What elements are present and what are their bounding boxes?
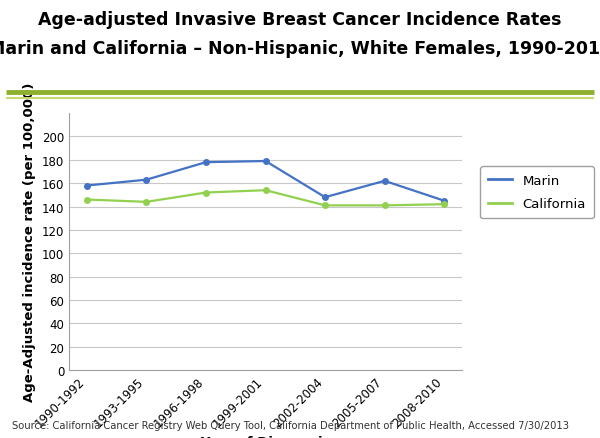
- Y-axis label: Age-Adjusted incidence rate (per 100,000): Age-Adjusted incidence rate (per 100,000…: [23, 83, 36, 401]
- Marin: [262, 159, 269, 164]
- Marin: [440, 198, 448, 204]
- Marin: [143, 178, 150, 183]
- California: [381, 203, 388, 208]
- California: [143, 200, 150, 205]
- California: [322, 203, 329, 208]
- Text: Source: California Cancer Registry Web Query Tool, California Department of Publ: Source: California Cancer Registry Web Q…: [12, 420, 569, 430]
- California: [440, 202, 448, 207]
- Text: Marin and California – Non-Hispanic, White Females, 1990-2010: Marin and California – Non-Hispanic, Whi…: [0, 39, 600, 57]
- Marin: [381, 179, 388, 184]
- Legend: Marin, California: Marin, California: [481, 166, 594, 219]
- California: [83, 198, 91, 203]
- Marin: [83, 184, 91, 189]
- California: [262, 188, 269, 194]
- Text: Age-adjusted Invasive Breast Cancer Incidence Rates: Age-adjusted Invasive Breast Cancer Inci…: [38, 11, 562, 29]
- Line: California: California: [84, 188, 447, 208]
- California: [202, 191, 209, 196]
- Marin: [322, 195, 329, 200]
- Marin: [202, 160, 209, 166]
- X-axis label: Year of Diagnosis: Year of Diagnosis: [200, 435, 331, 438]
- Line: Marin: Marin: [84, 159, 447, 204]
